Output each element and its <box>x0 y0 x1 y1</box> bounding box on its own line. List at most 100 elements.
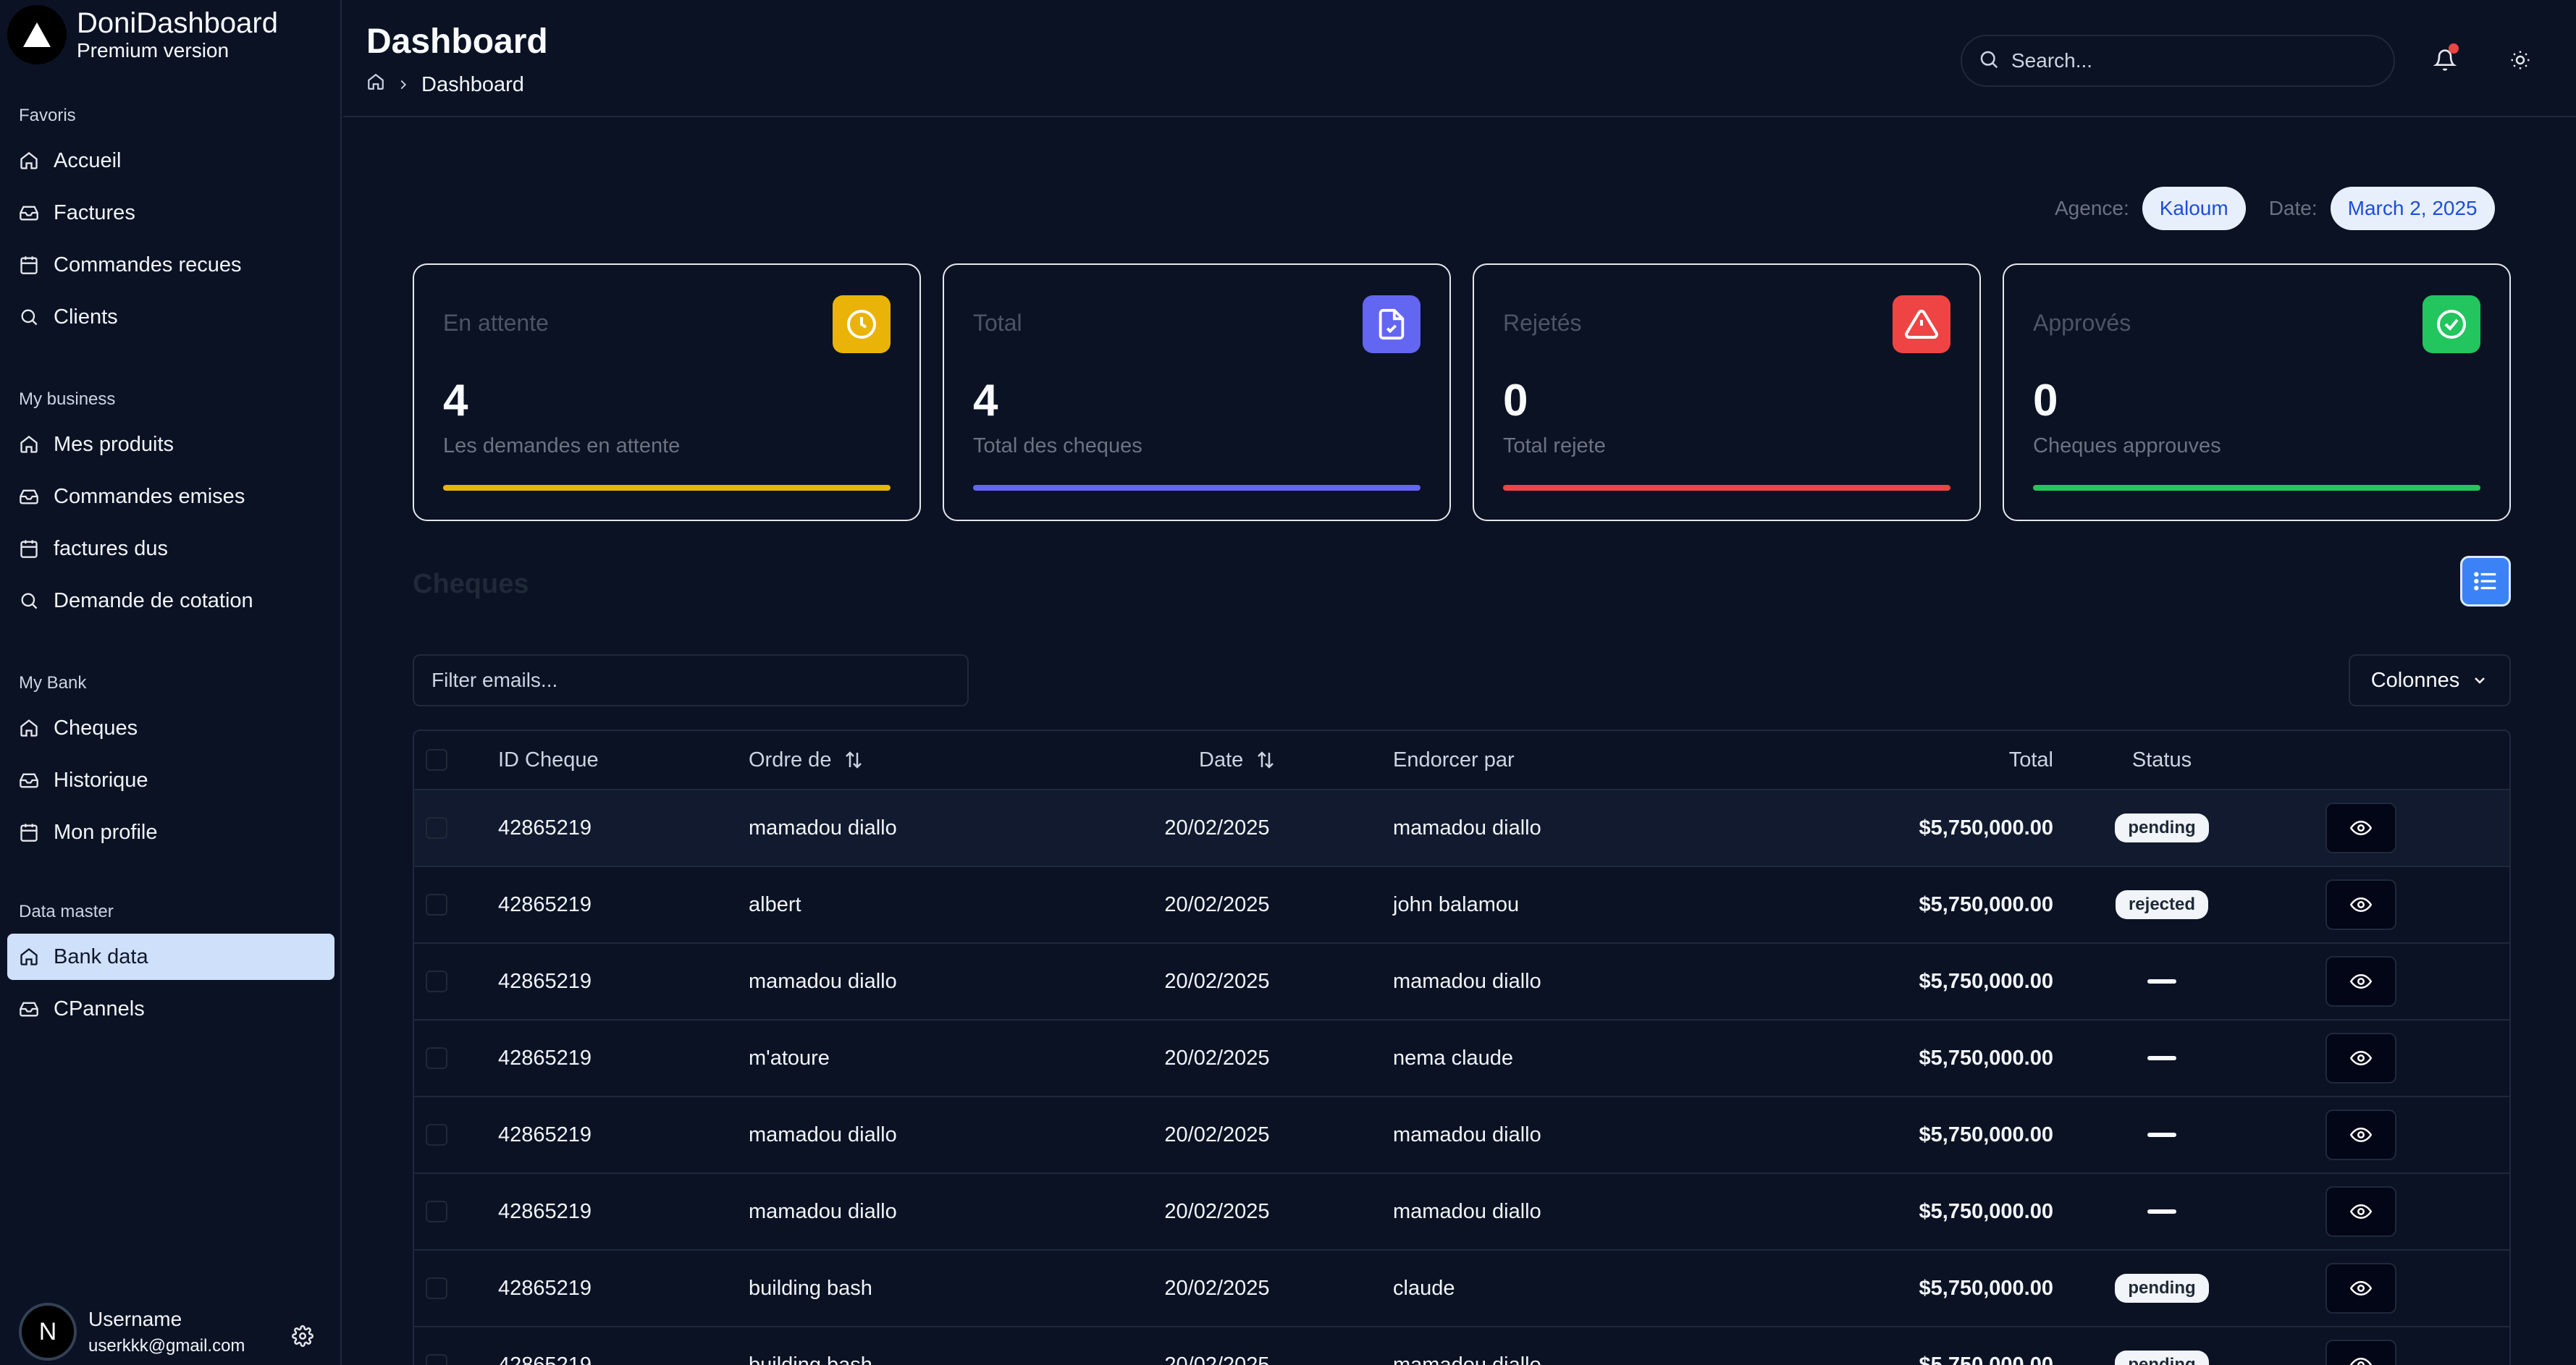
select-all-checkbox[interactable] <box>426 749 447 771</box>
sidebar-item-accueil[interactable]: Accueil <box>7 138 334 184</box>
row-checkbox[interactable] <box>426 1047 447 1069</box>
stat-card-rejetes[interactable]: Rejetés 0 Total rejete <box>1473 263 1981 521</box>
sidebar-item-cheques[interactable]: Cheques <box>7 705 334 751</box>
cell-endorser: mamadou diallo <box>1393 1199 1541 1223</box>
sort-icon[interactable] <box>1255 749 1276 771</box>
cell-status <box>2082 944 2242 1019</box>
stat-card-total[interactable]: Total 4 Total des cheques <box>943 263 1451 521</box>
inbox-icon <box>19 770 39 790</box>
nav-section-label: Favoris <box>19 106 76 125</box>
columns-button[interactable]: Colonnes <box>2349 654 2511 706</box>
sidebar-item-historique[interactable]: Historique <box>7 757 334 803</box>
row-checkbox[interactable] <box>426 894 447 916</box>
list-view-icon[interactable] <box>2460 556 2511 607</box>
card-value: 0 <box>2033 376 2058 426</box>
status-badge: pending <box>2115 1274 2209 1303</box>
row-checkbox[interactable] <box>426 1277 447 1299</box>
view-eye-icon[interactable] <box>2325 879 2396 930</box>
view-eye-icon[interactable] <box>2325 803 2396 853</box>
inbox-icon <box>19 486 39 507</box>
table-row[interactable]: 42865219 building bash 20/02/2025 claude… <box>414 1251 2509 1327</box>
sidebar-item-demande-de-cotation[interactable]: Demande de cotation <box>7 578 334 624</box>
cell-date: 20/02/2025 <box>1164 892 1270 916</box>
sidebar-item-factures[interactable]: Factures <box>7 190 334 236</box>
table-row[interactable]: 42865219 mamadou diallo 20/02/2025 mamad… <box>414 1097 2509 1174</box>
view-eye-icon[interactable] <box>2325 1186 2396 1237</box>
alert-triangle-icon <box>1893 295 1950 353</box>
breadcrumb-current[interactable]: Dashboard <box>421 72 524 96</box>
cell-id: 42865219 <box>498 892 592 916</box>
cell-date: 20/02/2025 <box>1164 816 1270 840</box>
sidebar-item-cpannels[interactable]: CPannels <box>7 986 334 1032</box>
header-id: ID Cheque <box>498 748 599 772</box>
sidebar-item-label: Cheques <box>54 716 138 740</box>
sidebar-item-bank-data[interactable]: Bank data <box>7 934 334 980</box>
card-accent-bar <box>443 485 891 491</box>
cheques-table: ID Cheque Ordre de Date Endorcer par Tot… <box>413 730 2511 1365</box>
agence-chip[interactable]: Kaloum <box>2142 187 2246 230</box>
cell-total: $5,750,000.00 <box>1919 1046 2053 1070</box>
cell-id: 42865219 <box>498 816 592 840</box>
date-chip[interactable]: March 2, 2025 <box>2330 187 2495 230</box>
status-empty-dash <box>2147 1209 2176 1214</box>
sidebar-item-factures-dus[interactable]: factures dus <box>7 525 334 572</box>
card-accent-bar <box>1503 485 1950 491</box>
card-subtitle: Total rejete <box>1503 434 1606 457</box>
nav-section-label: My business <box>19 389 116 409</box>
row-checkbox[interactable] <box>426 1124 447 1146</box>
sidebar-item-label: Factures <box>54 200 135 224</box>
filter-emails-input[interactable] <box>413 654 969 706</box>
sidebar-item-commandes-emises[interactable]: Commandes emises <box>7 473 334 520</box>
cell-total: $5,750,000.00 <box>1919 1353 2053 1365</box>
cell-total: $5,750,000.00 <box>1919 969 2053 993</box>
sidebar-item-clients[interactable]: Clients <box>7 294 334 340</box>
sidebar-item-mon-profile[interactable]: Mon profile <box>7 809 334 855</box>
sidebar-item-label: Mes produits <box>54 432 174 456</box>
header-date[interactable]: Date <box>1199 731 1276 789</box>
date-label: Date: <box>2268 197 2318 219</box>
bell-icon[interactable] <box>2428 43 2462 77</box>
table-row[interactable]: 42865219 mamadou diallo 20/02/2025 mamad… <box>414 790 2509 867</box>
chevron-down-icon <box>2471 672 2488 689</box>
cell-total: $5,750,000.00 <box>1919 816 2053 840</box>
view-eye-icon[interactable] <box>2325 1263 2396 1314</box>
nav-section-label: My Bank <box>19 673 87 693</box>
home-icon <box>19 434 39 455</box>
settings-gear-icon[interactable] <box>290 1323 316 1349</box>
header-ordre[interactable]: Ordre de <box>749 731 864 789</box>
sun-icon[interactable] <box>2504 43 2537 77</box>
cell-ordre: mamadou diallo <box>749 969 897 993</box>
search-input[interactable] <box>2011 49 2388 72</box>
home-icon[interactable] <box>366 72 385 97</box>
row-checkbox[interactable] <box>426 971 447 992</box>
card-subtitle: Cheques approuves <box>2033 434 2221 457</box>
avatar[interactable]: N <box>19 1303 77 1361</box>
stat-card-en-attente[interactable]: En attente 4 Les demandes en attente <box>413 263 921 521</box>
view-eye-icon[interactable] <box>2325 1110 2396 1160</box>
sidebar-item-mes-produits[interactable]: Mes produits <box>7 421 334 468</box>
table-row[interactable]: 42865219 m'atoure 20/02/2025 nema claude… <box>414 1020 2509 1097</box>
nav-section: Favoris Accueil Factures Commandes recues Cl… <box>0 94 342 346</box>
row-checkbox[interactable] <box>426 1201 447 1222</box>
sidebar-item-label: Demande de cotation <box>54 588 253 612</box>
card-subtitle: Total des cheques <box>973 434 1142 457</box>
stat-card-approves[interactable]: Approvés 0 Cheques approuves <box>2003 263 2511 521</box>
columns-label: Colonnes <box>2370 668 2460 692</box>
cell-status: pending <box>2082 1251 2242 1326</box>
table-row[interactable]: 42865219 building bash 20/02/2025 mamado… <box>414 1327 2509 1365</box>
row-checkbox[interactable] <box>426 817 447 839</box>
table-row[interactable]: 42865219 mamadou diallo 20/02/2025 mamad… <box>414 1174 2509 1251</box>
sidebar-item-label: Commandes recues <box>54 253 242 276</box>
table-row[interactable]: 42865219 albert 20/02/2025 john balamou … <box>414 867 2509 944</box>
sort-icon[interactable] <box>843 749 864 771</box>
view-eye-icon[interactable] <box>2325 956 2396 1007</box>
header-endorser: Endorcer par <box>1393 748 1515 772</box>
row-checkbox[interactable] <box>426 1354 447 1365</box>
brand[interactable]: DoniDashboard Premium version <box>7 4 278 65</box>
cell-endorser: nema claude <box>1393 1046 1514 1070</box>
view-eye-icon[interactable] <box>2325 1340 2396 1365</box>
table-row[interactable]: 42865219 mamadou diallo 20/02/2025 mamad… <box>414 944 2509 1020</box>
view-eye-icon[interactable] <box>2325 1033 2396 1083</box>
sidebar-item-commandes-recues[interactable]: Commandes recues <box>7 242 334 288</box>
cell-ordre: mamadou diallo <box>749 1199 897 1223</box>
